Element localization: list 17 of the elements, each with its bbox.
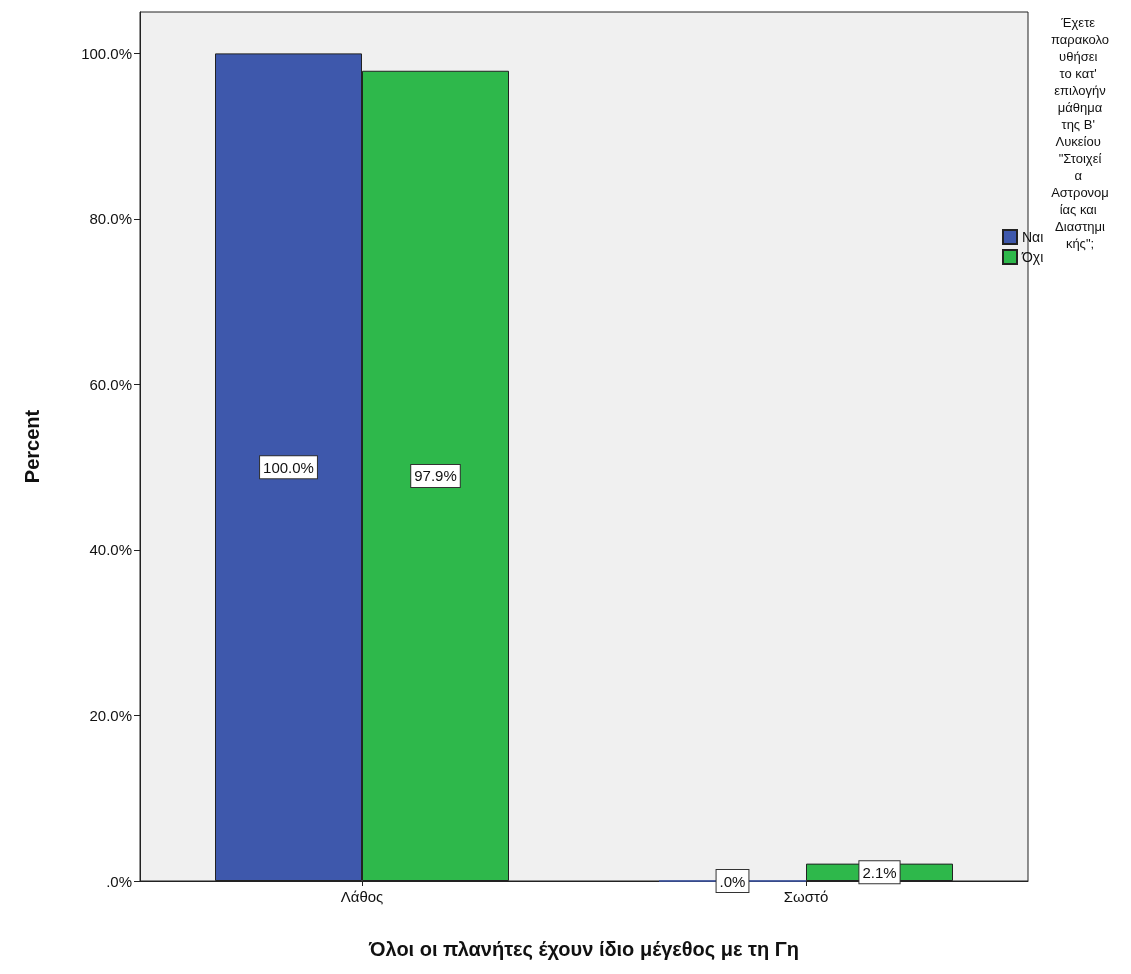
data-label: 100.0% [263, 458, 314, 476]
x-tick-label: Λάθος [340, 888, 384, 905]
y-axis-title: Percent [21, 409, 43, 484]
x-axis-title: Όλοι οι πλανήτες έχουν ίδιο μέγεθος με τη Γη [368, 938, 799, 960]
y-tick-label: 40.0% [89, 541, 132, 559]
y-tick-label: 100.0% [81, 44, 132, 62]
y-tick-label: .0% [106, 872, 132, 890]
legend-label: Ναι [1022, 229, 1044, 245]
legend-label: Όχι [1021, 249, 1044, 265]
y-tick-label: 60.0% [89, 375, 132, 393]
y-tick-label: 80.0% [89, 210, 132, 228]
data-label: 97.9% [414, 467, 457, 485]
data-label: 2.1% [862, 863, 897, 881]
y-tick-label: 20.0% [89, 706, 132, 724]
data-label: .0% [719, 872, 746, 890]
x-tick-label: Σωστό [783, 888, 829, 905]
text: Έχετε παρακολουθήσει το κατ' επιλογήν μάθημα της Β' Λυκείου "Στοιχεία Αστρονομίας και Διαστημικής"; [1050, 15, 1110, 251]
